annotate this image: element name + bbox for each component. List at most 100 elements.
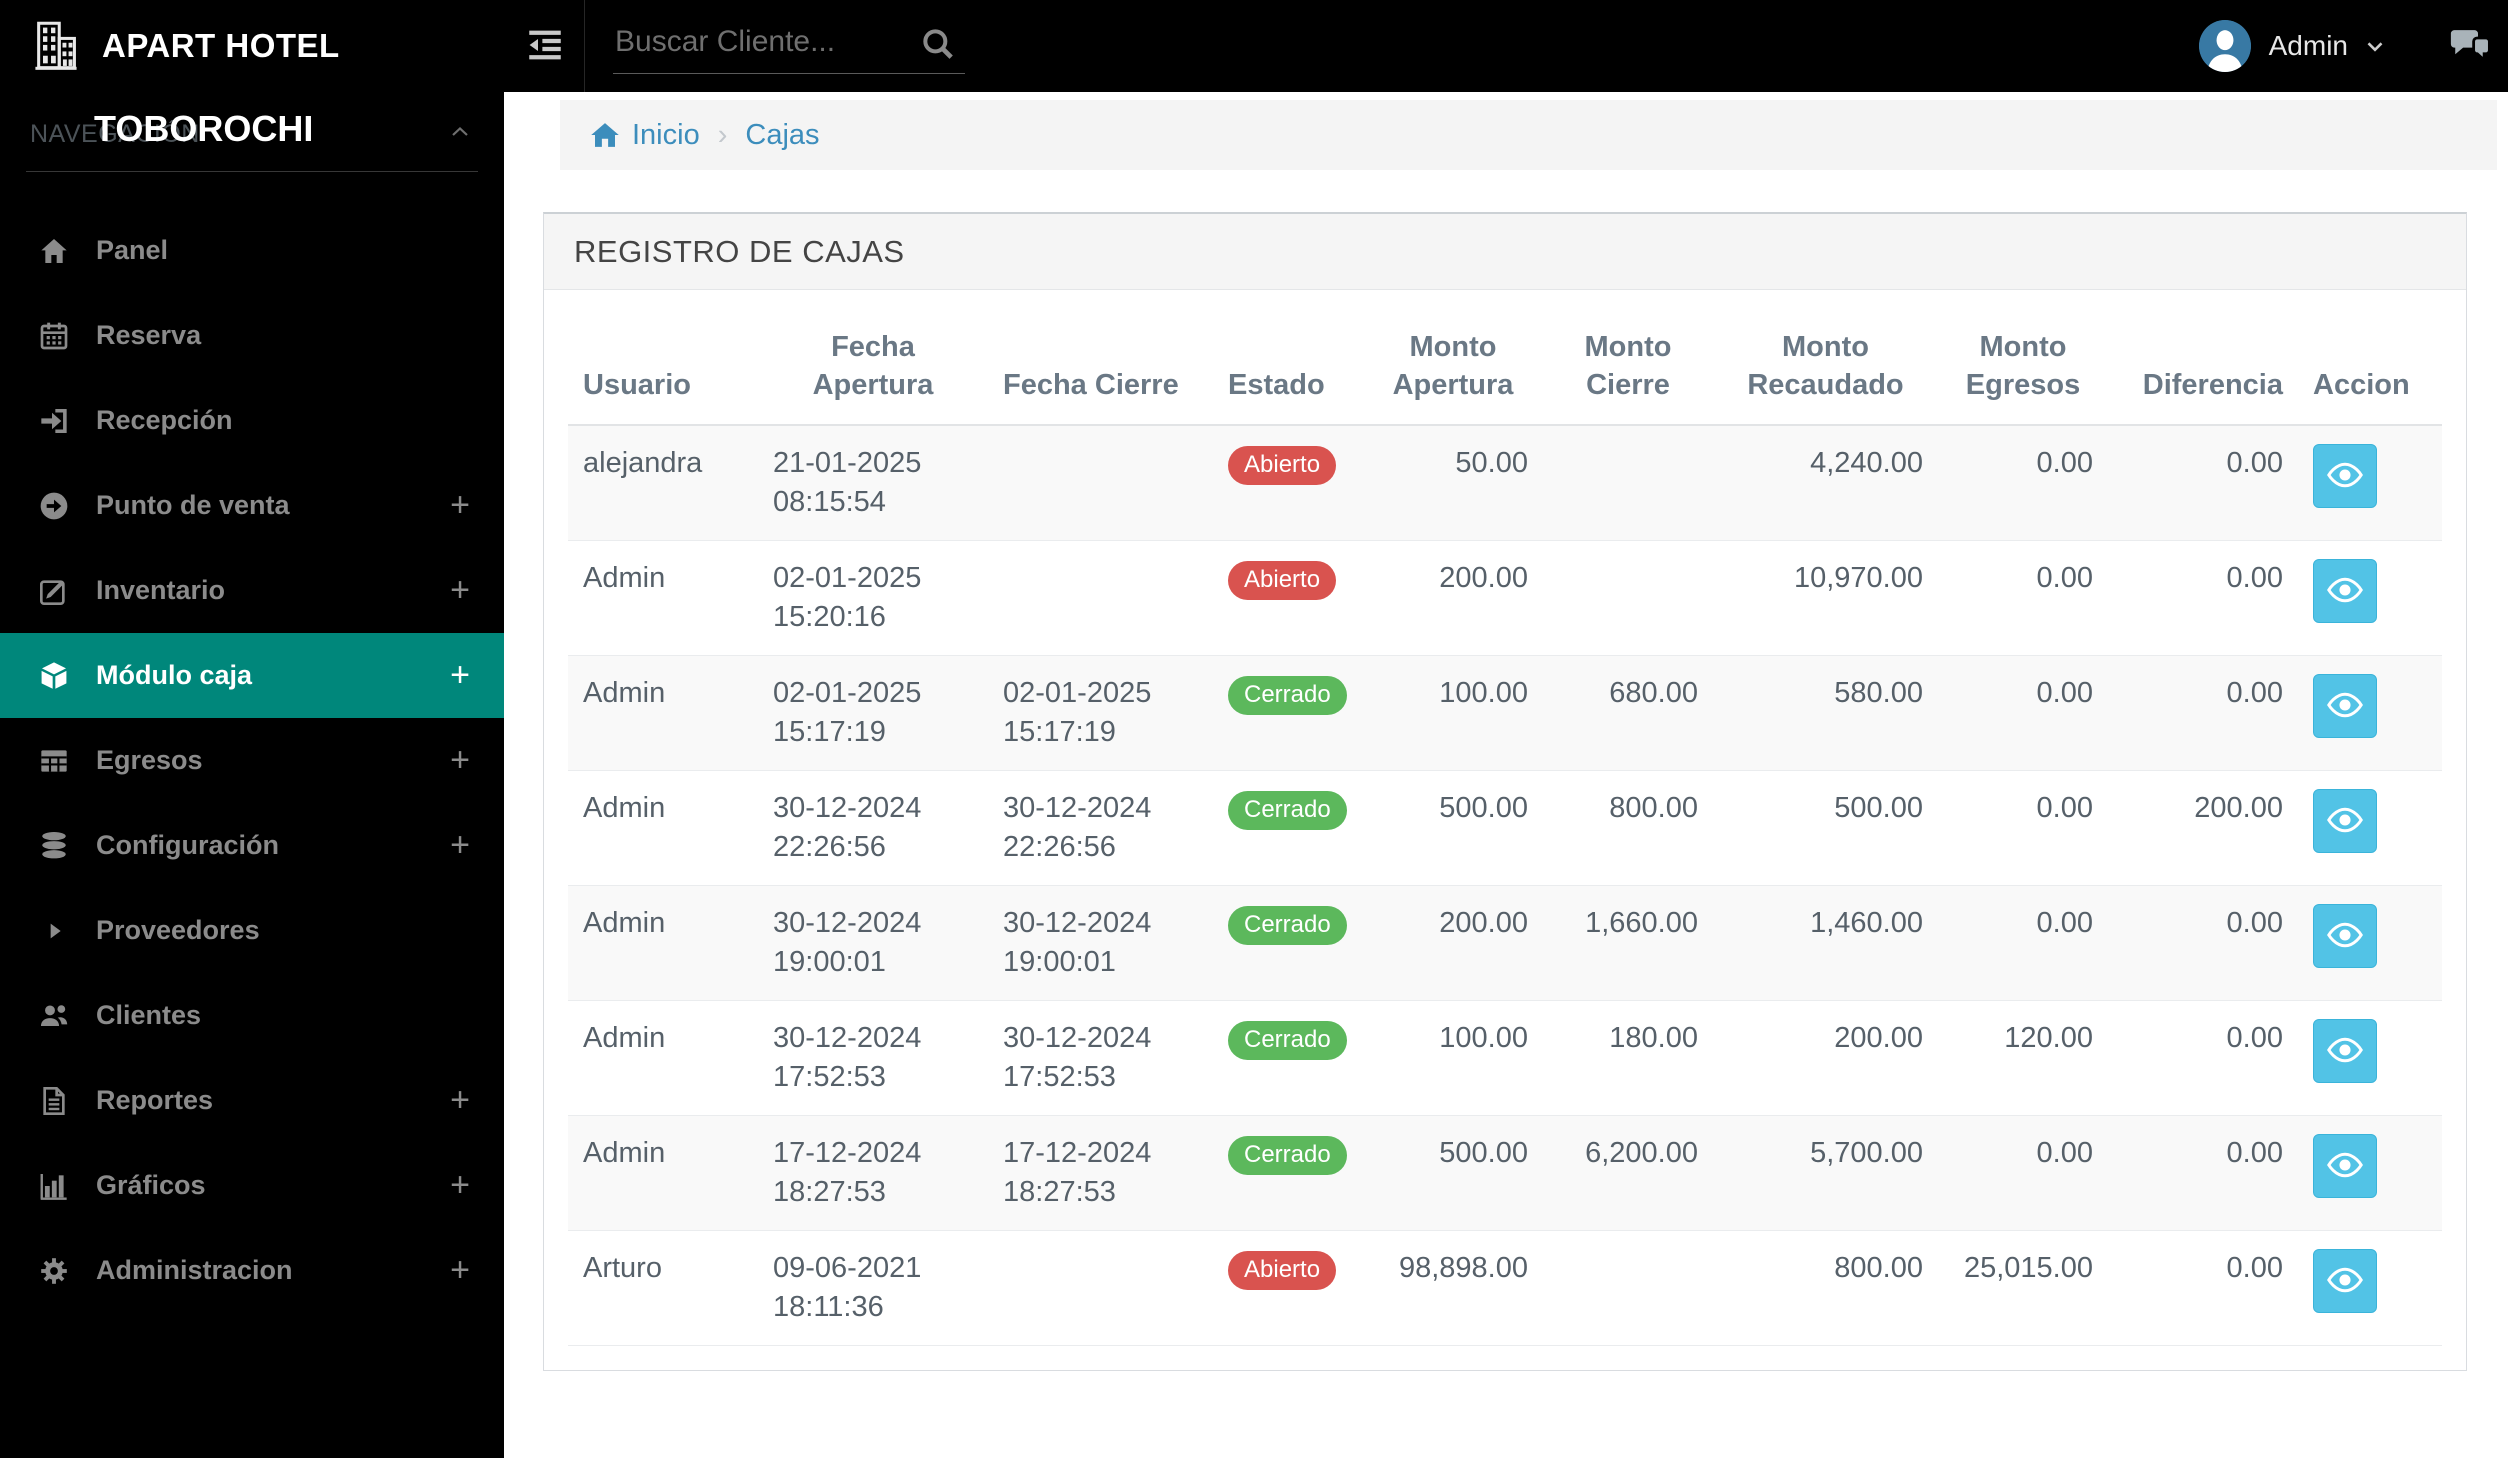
fecha-cierre-cell: 30-12-2024 17:52:53 bbox=[1003, 1022, 1152, 1093]
view-caja-button[interactable] bbox=[2313, 789, 2377, 853]
user-avatar-icon bbox=[2198, 20, 2251, 72]
monto-recaudado-cell: 5,700.00 bbox=[1810, 1137, 1923, 1169]
breadcrumb: Inicio › Cajas bbox=[560, 100, 2497, 170]
monto-apertura-cell: 500.00 bbox=[1439, 1137, 1528, 1169]
monto-egresos-cell: 0.00 bbox=[2036, 677, 2093, 709]
user-menu[interactable]: Admin bbox=[2198, 20, 2388, 72]
usuario-cell: alejandra bbox=[583, 447, 703, 479]
diferencia-cell: 200.00 bbox=[2194, 792, 2283, 824]
monto-recaudado-cell: 200.00 bbox=[1834, 1022, 1923, 1054]
sidebar-item-panel[interactable]: Panel bbox=[0, 208, 504, 293]
home-icon bbox=[30, 235, 78, 267]
breadcrumb-current-link[interactable]: Cajas bbox=[745, 118, 820, 151]
monto-egresos-cell: 0.00 bbox=[2036, 907, 2093, 939]
sidebar-item-clientes[interactable]: Clientes bbox=[0, 973, 504, 1058]
navbar-divider bbox=[584, 0, 585, 92]
accion-cell bbox=[2298, 656, 2442, 771]
sidebar-item-reserva[interactable]: Reserva bbox=[0, 293, 504, 378]
eye-icon bbox=[2327, 572, 2363, 611]
top-navbar: APART HOTEL bbox=[0, 0, 2508, 92]
expand-plus-icon: + bbox=[450, 656, 470, 694]
sidebar-item-administracion[interactable]: Administracion + bbox=[0, 1228, 504, 1313]
brand: APART HOTEL bbox=[0, 0, 504, 92]
sidebar-item-label: Inventario bbox=[96, 575, 226, 605]
table-header-row: Usuario Fecha Apertura Fecha Cierre Estado M… bbox=[568, 314, 2442, 426]
fecha-cierre-cell bbox=[988, 425, 1213, 541]
building-icon bbox=[30, 18, 82, 74]
accion-cell bbox=[2298, 425, 2442, 541]
sidebar-item-reportes[interactable]: Reportes + bbox=[0, 1058, 504, 1143]
sidebar-item-punto-de-venta[interactable]: Punto de venta + bbox=[0, 463, 504, 548]
monto-cierre-cell bbox=[1543, 1231, 1713, 1346]
sidebar-item-label: Egresos bbox=[96, 745, 203, 775]
sidebar-item-recepcion[interactable]: Recepción bbox=[0, 378, 504, 463]
sidebar-item-egresos[interactable]: Egresos + bbox=[0, 718, 504, 803]
table-row: Admin 02-01-2025 15:17:19 02-01-2025 15:17:1… bbox=[568, 655, 2442, 771]
status-badge: Abierto bbox=[1228, 446, 1337, 485]
database-icon bbox=[30, 830, 78, 862]
fecha-cierre-cell: 02-01-2025 15:17:19 bbox=[1003, 677, 1152, 748]
diferencia-cell: 0.00 bbox=[2226, 1252, 2283, 1284]
eye-icon bbox=[2327, 1147, 2363, 1186]
fecha-apertura-cell: 02-01-2025 15:17:19 bbox=[773, 677, 922, 748]
chevron-up-icon[interactable] bbox=[448, 120, 472, 149]
accion-cell bbox=[2298, 1116, 2442, 1231]
monto-apertura-cell: 200.00 bbox=[1439, 562, 1528, 594]
usuario-cell: Admin bbox=[583, 1022, 666, 1054]
cube-icon bbox=[30, 660, 78, 692]
breadcrumb-home-link[interactable]: Inicio bbox=[632, 118, 700, 151]
monto-egresos-cell: 0.00 bbox=[2036, 792, 2093, 824]
search-input[interactable] bbox=[613, 18, 965, 74]
usuario-cell: Admin bbox=[583, 562, 666, 594]
view-caja-button[interactable] bbox=[2313, 904, 2377, 968]
fecha-cierre-cell: 17-12-2024 18:27:53 bbox=[1003, 1137, 1152, 1208]
accion-cell bbox=[2298, 886, 2442, 1001]
sidebar-item-configuracion[interactable]: Configuración + bbox=[0, 803, 504, 888]
expand-plus-icon: + bbox=[450, 1166, 470, 1204]
status-badge: Cerrado bbox=[1228, 1021, 1347, 1060]
table-row: Arturo 09-06-2021 18:11:36 Abierto 98,898.00… bbox=[568, 1230, 2442, 1346]
monto-egresos-cell: 0.00 bbox=[2036, 447, 2093, 479]
column-header-monto-egresos: Monto Egresos bbox=[1938, 314, 2108, 426]
usuario-cell: Admin bbox=[583, 1137, 666, 1169]
sidebar-item-inventario[interactable]: Inventario + bbox=[0, 548, 504, 633]
sidebar-item-label: Recepción bbox=[96, 405, 233, 435]
monto-egresos-cell: 0.00 bbox=[2036, 1137, 2093, 1169]
view-caja-button[interactable] bbox=[2313, 444, 2377, 508]
view-caja-button[interactable] bbox=[2313, 1019, 2377, 1083]
view-caja-button[interactable] bbox=[2313, 1134, 2377, 1198]
sidebar-item-modulo-caja[interactable]: Módulo caja + bbox=[0, 633, 504, 718]
sidebar-item-label: Configuración bbox=[96, 830, 279, 860]
estado-cell: Cerrado bbox=[1213, 771, 1363, 886]
eye-icon bbox=[2327, 1262, 2363, 1301]
sidebar-item-graficos[interactable]: Gráficos + bbox=[0, 1143, 504, 1228]
view-caja-button[interactable] bbox=[2313, 559, 2377, 623]
monto-apertura-cell: 98,898.00 bbox=[1398, 1252, 1528, 1284]
monto-recaudado-cell: 580.00 bbox=[1834, 677, 1923, 709]
sidebar-item-label: Clientes bbox=[96, 1000, 202, 1030]
sidebar-item-label: Panel bbox=[96, 235, 169, 265]
estado-cell: Abierto bbox=[1213, 425, 1363, 541]
monto-recaudado-cell: 500.00 bbox=[1834, 792, 1923, 824]
table-row: Admin 30-12-2024 19:00:01 30-12-2024 19:00:0… bbox=[568, 885, 2442, 1001]
navbar-right: Admin bbox=[2198, 20, 2508, 72]
sidebar: NAVEGACIÓN TOBOROCHI Panel Reserva Recepci… bbox=[0, 92, 504, 1458]
chevron-down-icon bbox=[2362, 33, 2388, 59]
view-caja-button[interactable] bbox=[2313, 674, 2377, 738]
table-head: Usuario Fecha Apertura Fecha Cierre Estado M… bbox=[568, 314, 2442, 426]
table-body: alejandra 21-01-2025 08:15:54 Abierto 50.00 4… bbox=[568, 425, 2442, 1346]
sidebar-item-proveedores[interactable]: Proveedores bbox=[0, 888, 504, 973]
sidebar-item-label: Reserva bbox=[96, 320, 202, 350]
monto-recaudado-cell: 1,460.00 bbox=[1810, 907, 1923, 939]
view-caja-button[interactable] bbox=[2313, 1249, 2377, 1313]
gear-icon bbox=[30, 1255, 78, 1287]
diferencia-cell: 0.00 bbox=[2226, 1022, 2283, 1054]
sidebar-toggle-button[interactable] bbox=[522, 23, 568, 69]
chat-button[interactable] bbox=[2450, 24, 2492, 69]
monto-cierre-cell: 680.00 bbox=[1609, 677, 1698, 709]
monto-cierre-cell: 6,200.00 bbox=[1585, 1137, 1698, 1169]
column-header-fecha-apertura: Fecha Apertura bbox=[758, 314, 988, 426]
arrow-circle-right-icon bbox=[30, 490, 78, 522]
fecha-apertura-cell: 30-12-2024 19:00:01 bbox=[773, 907, 922, 978]
file-text-icon bbox=[30, 1085, 78, 1117]
